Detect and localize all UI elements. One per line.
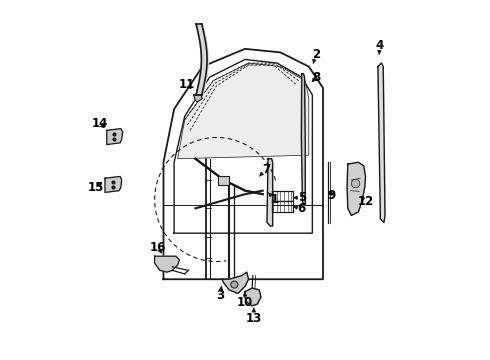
Polygon shape xyxy=(245,288,261,306)
Polygon shape xyxy=(267,159,272,226)
Bar xyxy=(219,176,229,185)
Polygon shape xyxy=(107,129,122,145)
Text: 15: 15 xyxy=(87,181,103,194)
Polygon shape xyxy=(105,176,122,192)
Polygon shape xyxy=(301,74,305,205)
Circle shape xyxy=(231,281,238,288)
Text: 6: 6 xyxy=(294,202,306,215)
Polygon shape xyxy=(347,162,366,215)
Polygon shape xyxy=(155,256,179,272)
Text: 9: 9 xyxy=(328,189,336,202)
Polygon shape xyxy=(178,63,309,159)
Text: 11: 11 xyxy=(178,78,195,91)
Text: 10: 10 xyxy=(237,293,253,309)
Text: 8: 8 xyxy=(312,71,320,84)
Polygon shape xyxy=(378,63,385,222)
Text: 12: 12 xyxy=(357,195,374,208)
Text: 2: 2 xyxy=(312,48,320,63)
Text: 16: 16 xyxy=(150,241,166,254)
Circle shape xyxy=(351,179,360,188)
Text: 1: 1 xyxy=(268,193,279,206)
Text: 3: 3 xyxy=(216,286,224,302)
Text: 7: 7 xyxy=(259,163,270,176)
Polygon shape xyxy=(222,272,248,293)
Polygon shape xyxy=(194,95,202,102)
Text: 14: 14 xyxy=(92,117,108,130)
Text: 13: 13 xyxy=(246,309,262,325)
Text: 5: 5 xyxy=(294,191,306,204)
Text: 4: 4 xyxy=(375,39,384,55)
